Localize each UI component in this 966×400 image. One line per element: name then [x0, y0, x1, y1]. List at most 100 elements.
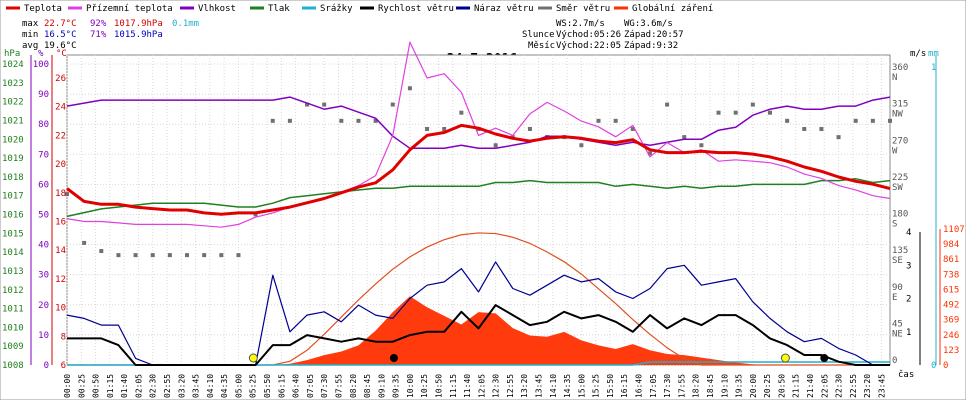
wind-direction-point	[150, 253, 155, 258]
wind-speed-tick: 4	[906, 228, 911, 238]
pressure-tick: 1021	[2, 116, 24, 126]
humidity-tick: 60	[38, 180, 49, 190]
x-tick: 23:45	[877, 374, 886, 398]
temperature-tick: 22	[55, 131, 66, 141]
sunset-marker	[780, 353, 790, 363]
temperature-tick: 24	[55, 103, 66, 113]
x-tick: 04:35	[220, 374, 229, 398]
moon-label: Měsíc	[528, 41, 555, 51]
x-tick: 09:35	[392, 374, 401, 398]
wind-direction-point	[270, 118, 275, 123]
wind-direction-point	[493, 143, 498, 148]
stat-max-rain: 0.1mm	[172, 19, 199, 29]
x-tick: 02:55	[163, 374, 172, 398]
stat-min-temp: 16.5°C	[44, 30, 77, 40]
direction-deg-tick: 0	[892, 356, 897, 366]
humidity-tick: 70	[38, 150, 49, 160]
pressure-tick: 1018	[2, 173, 24, 183]
direction-deg-tick: 270	[892, 136, 908, 146]
x-tick: 20:25	[763, 374, 772, 398]
x-tick: 22:05	[820, 374, 829, 398]
pressure-tick: 1020	[2, 135, 24, 145]
pressure-tick: 1014	[2, 248, 24, 258]
pressure-tick: 1024	[2, 60, 24, 70]
sun-label: Slunce	[522, 30, 555, 40]
pressure-tick: 1017	[2, 192, 24, 202]
legend-label: Globální záření	[632, 4, 713, 14]
wind-direction-point	[305, 102, 310, 107]
humidity-tick: 20	[38, 301, 49, 311]
humidity-tick: 50	[38, 211, 49, 221]
wind-direction-point	[459, 110, 464, 115]
wind-direction-point	[613, 118, 618, 123]
wind-direction-point	[287, 118, 292, 123]
pressure-tick: 1022	[2, 98, 24, 108]
wind-direction-point	[425, 126, 430, 131]
legend-label: Tlak	[268, 4, 290, 14]
x-tick: 17:55	[677, 374, 686, 398]
humidity-tick: 0	[44, 361, 49, 371]
radiation-tick: 492	[943, 301, 959, 311]
x-tick: 08:45	[363, 374, 372, 398]
humidity-unit: %	[38, 49, 44, 59]
direction-label-tick: N	[892, 73, 897, 83]
wind-direction-point	[65, 192, 69, 197]
wind-direction-point	[647, 151, 652, 156]
radiation-tick: 1107	[943, 225, 965, 235]
pressure-tick: 1012	[2, 286, 24, 296]
pressure-tick: 1011	[2, 305, 24, 315]
x-tick: 13:20	[520, 374, 529, 398]
sunrise-marker	[248, 353, 258, 363]
humidity-tick: 100	[33, 60, 49, 70]
wind-direction-point	[802, 126, 807, 131]
radiation-tick: 984	[943, 240, 959, 250]
wind-direction-point	[202, 253, 207, 258]
wind-direction-point	[167, 253, 172, 258]
x-tick: 13:45	[535, 374, 544, 398]
x-tick: 15:00	[577, 374, 586, 398]
wind-direction-point	[785, 118, 790, 123]
radiation-tick: 861	[943, 255, 959, 265]
x-tick: 16:40	[635, 374, 644, 398]
x-tick: 07:55	[334, 374, 343, 398]
x-axis-label: čas	[898, 369, 914, 380]
wind-direction-point	[219, 253, 224, 258]
direction-label-tick: SW	[892, 183, 903, 193]
radiation-tick: 738	[943, 270, 959, 280]
x-tick: 12:55	[506, 374, 515, 398]
wind-direction-point	[733, 110, 738, 115]
stat-min-label: min	[22, 30, 38, 40]
humidity-tick: 10	[38, 331, 49, 341]
pressure-tick: 1010	[2, 323, 24, 333]
wind-speed-tick: 2	[906, 295, 911, 305]
legend-label: Teplota	[24, 4, 62, 14]
x-tick: 10:00	[406, 374, 415, 398]
x-tick: 22:30	[835, 374, 844, 398]
x-tick: 16:15	[620, 374, 629, 398]
wind-direction-point	[390, 102, 395, 107]
wind-direction-point	[750, 102, 755, 107]
x-tick: 01:40	[120, 374, 129, 398]
temperature-tick: 6	[61, 361, 66, 371]
stat-avg-temp: 19.6°C	[44, 41, 77, 51]
wind-gust-stat: WG:3.6m/s	[624, 19, 673, 29]
rain-unit: mm	[928, 49, 939, 59]
x-tick: 21:15	[792, 374, 801, 398]
wind-speed-unit: m/s	[910, 49, 926, 59]
legend-label: Vlhkost	[198, 4, 236, 14]
wind-direction-point	[630, 126, 635, 131]
wind-direction-point	[356, 118, 361, 123]
direction-deg-tick: 315	[892, 100, 908, 110]
stats-block: max 22.7°C 92% 1017.9hPa 0.1mm min 16.5°C 71% 10…	[22, 19, 684, 51]
wind-direction-point	[716, 110, 721, 115]
moonrise: Východ:22:05	[556, 41, 621, 51]
x-tick: 02:30	[149, 374, 158, 398]
direction-deg-tick: 135	[892, 246, 908, 256]
wind-speed-tick: 1	[906, 328, 911, 338]
rain-tick: 1	[931, 63, 936, 73]
legend-label: Náraz větru	[474, 4, 534, 14]
wind-speed-stat: WS:2.7m/s	[556, 19, 605, 29]
wind-direction-point	[116, 253, 121, 258]
x-tick: 18:20	[692, 374, 701, 398]
pressure-tick: 1013	[2, 267, 24, 277]
